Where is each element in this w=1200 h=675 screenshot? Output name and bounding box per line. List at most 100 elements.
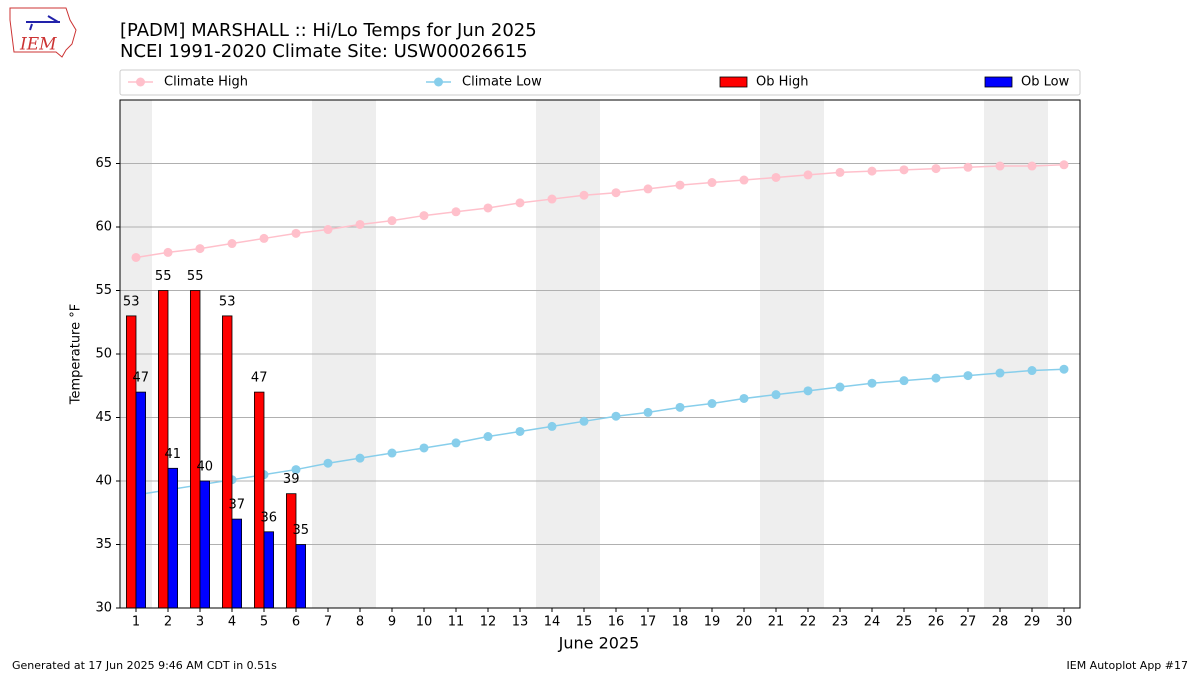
point	[419, 443, 429, 453]
x-tick-label: 7	[324, 615, 332, 630]
point	[483, 432, 493, 442]
data-label: 55	[155, 269, 172, 284]
x-axis-label: June 2025	[558, 634, 640, 653]
legend-marker	[136, 77, 145, 87]
chart-title: [PADM] MARSHALL :: Hi/Lo Temps for Jun 2…	[120, 20, 537, 41]
point	[419, 211, 429, 221]
data-label: 53	[123, 294, 140, 309]
x-tick-label: 27	[960, 615, 977, 630]
x-tick-label: 23	[832, 615, 849, 630]
logo-outline	[9, 7, 77, 58]
x-tick-label: 10	[416, 615, 433, 630]
point	[835, 167, 845, 177]
x-tick-label: 4	[228, 615, 236, 630]
point	[1027, 161, 1037, 171]
bar	[167, 467, 179, 609]
point	[131, 252, 141, 262]
x-tick-label: 13	[512, 615, 529, 630]
point	[963, 371, 973, 381]
point	[995, 161, 1005, 171]
point	[867, 378, 877, 388]
x-tick-label: 15	[576, 615, 593, 630]
point	[483, 203, 493, 213]
point	[611, 188, 621, 198]
x-tick-label: 8	[356, 615, 364, 630]
x-tick-label: 16	[608, 615, 625, 630]
point	[291, 228, 301, 238]
bar	[263, 531, 275, 609]
point	[931, 373, 941, 383]
legend-label: Ob Low	[1021, 75, 1070, 90]
logo: IEM	[9, 7, 77, 58]
point	[899, 376, 909, 386]
point	[195, 244, 205, 254]
point	[771, 172, 781, 182]
y-tick-label: 50	[95, 347, 112, 362]
x-tick-label: 1	[132, 615, 140, 630]
y-tick-label: 35	[95, 537, 112, 552]
y-tick-label: 45	[95, 410, 112, 425]
bar	[189, 290, 201, 609]
point	[451, 438, 461, 448]
point	[547, 194, 557, 204]
data-label: 39	[283, 472, 300, 487]
y-tick-label: 30	[95, 601, 112, 616]
x-tick-label: 25	[896, 615, 913, 630]
point	[771, 390, 781, 400]
point	[675, 180, 685, 190]
point	[643, 407, 653, 417]
logo-text: IEM	[19, 35, 57, 55]
point	[803, 170, 813, 180]
x-tick-label: 24	[864, 615, 881, 630]
point	[227, 239, 237, 249]
legend-label: Climate High	[164, 75, 248, 90]
x-tick-label: 17	[640, 615, 657, 630]
point	[835, 382, 845, 392]
point	[323, 458, 333, 468]
legend-label: Climate Low	[462, 75, 542, 90]
data-label: 53	[219, 294, 236, 309]
bar	[295, 544, 307, 609]
point	[579, 190, 589, 200]
legend-swatch	[984, 76, 1013, 88]
bar	[199, 480, 211, 609]
footer-right: IEM Autoplot App #17	[1067, 659, 1189, 672]
point	[259, 233, 269, 243]
x-tick-label: 20	[736, 615, 753, 630]
point	[1059, 364, 1069, 374]
point	[547, 421, 557, 431]
data-label: 36	[261, 510, 278, 525]
plot-frame	[119, 99, 1081, 609]
point	[1059, 160, 1069, 170]
y-axis-label: Temperature °F	[69, 304, 84, 405]
point	[515, 198, 525, 208]
x-tick-label: 11	[448, 615, 465, 630]
data-label: 55	[187, 269, 204, 284]
point	[355, 219, 365, 229]
point	[675, 402, 685, 412]
x-tick-label: 28	[992, 615, 1009, 630]
line	[135, 164, 1065, 259]
x-tick-label: 22	[800, 615, 817, 630]
point	[291, 465, 301, 475]
y-tick-label: 65	[95, 156, 112, 171]
point	[963, 162, 973, 172]
point	[995, 368, 1005, 378]
x-tick-label: 19	[704, 615, 721, 630]
point	[387, 448, 397, 458]
bar	[253, 391, 265, 609]
x-tick-label: 18	[672, 615, 689, 630]
x-tick-label: 26	[928, 615, 945, 630]
footer-left: Generated at 17 Jun 2025 9:46 AM CDT in …	[12, 659, 277, 672]
point	[163, 247, 173, 257]
y-tick-label: 40	[95, 474, 112, 489]
logo-icon	[26, 15, 60, 31]
bar	[135, 391, 147, 609]
x-tick-label: 12	[480, 615, 497, 630]
point	[899, 165, 909, 175]
point	[739, 393, 749, 403]
point	[803, 386, 813, 396]
point	[355, 453, 365, 463]
point	[611, 411, 621, 421]
